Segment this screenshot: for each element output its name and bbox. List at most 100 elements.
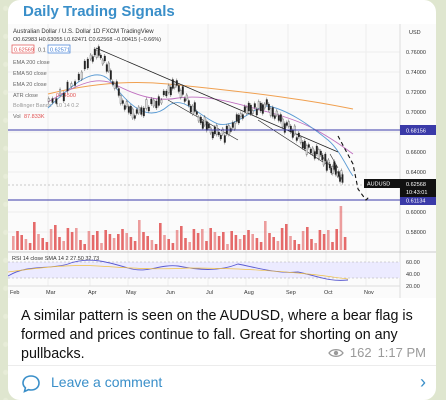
volume-bar: [142, 232, 145, 250]
candle: [169, 86, 172, 96]
candle: [162, 90, 165, 96]
candle: [119, 95, 122, 104]
volume-bar: [33, 222, 36, 250]
volume-bar: [58, 237, 61, 250]
chevron-right-icon[interactable]: ›: [420, 372, 426, 392]
candle: [199, 116, 202, 124]
volume-bar: [41, 238, 44, 250]
candle: [331, 166, 334, 174]
symbol-badge: AUDUSD: [367, 182, 390, 188]
candle: [291, 130, 294, 138]
volume-bar: [16, 231, 19, 250]
volume-bar: [117, 234, 120, 250]
volume-bar: [255, 238, 259, 250]
candle: [131, 108, 134, 119]
time-tick: Jun: [166, 290, 175, 296]
volume-bar: [322, 234, 326, 250]
candle: [189, 105, 192, 113]
volume-bar: [180, 226, 183, 250]
candle: [303, 140, 306, 150]
volume-bar: [163, 235, 166, 250]
time-badge: 10:43:01: [406, 190, 427, 196]
time-tick: Aug: [244, 290, 254, 296]
candle: [313, 151, 316, 159]
volume-bar: [83, 244, 86, 250]
leave-comment-label[interactable]: Leave a comment: [51, 374, 163, 390]
candle: [55, 98, 58, 104]
candle: [133, 115, 136, 119]
price-tick: 0.64000: [406, 170, 426, 176]
candle: [319, 150, 322, 156]
candle: [265, 99, 268, 105]
candle: [311, 147, 314, 155]
volume-bar: [133, 241, 137, 250]
price-tick: 0.76000: [406, 50, 426, 56]
candle: [167, 85, 170, 93]
candle: [263, 103, 266, 109]
candle: [175, 80, 178, 86]
volume-bar: [247, 230, 250, 250]
volume-bar: [154, 244, 158, 250]
candle: [271, 107, 274, 117]
volume-bar: [314, 243, 317, 250]
candle: [211, 131, 214, 139]
candle: [66, 81, 69, 92]
volume-bar: [205, 241, 208, 250]
candle: [289, 125, 292, 133]
candle: [205, 121, 208, 131]
volume-bar: [238, 239, 242, 250]
leave-comment-row[interactable]: Leave a comment ›: [8, 366, 436, 400]
candle: [137, 106, 140, 114]
volume-bar: [310, 239, 313, 250]
volume-bar: [306, 227, 309, 250]
volume-bar: [301, 231, 305, 250]
volume-bar: [343, 237, 347, 250]
level-upper-label: 0.68156: [406, 129, 426, 135]
candle: [157, 96, 160, 106]
candle: [253, 103, 256, 108]
candle: [135, 109, 138, 114]
volume-bar: [146, 236, 149, 250]
candle: [123, 105, 126, 110]
candle: [309, 148, 312, 154]
indicator-vol-value: 87.833K: [24, 114, 45, 120]
candle: [235, 114, 238, 122]
channel-name[interactable]: Daily Trading Signals: [23, 3, 175, 20]
chart-image[interactable]: Australian Dollar / U.S. Dollar 1D FXCM …: [7, 24, 436, 298]
candle: [241, 114, 244, 119]
volume-bar: [184, 238, 187, 250]
volume-bar: [209, 228, 212, 250]
candle: [334, 165, 337, 175]
candle: [70, 83, 73, 87]
volume-bar: [121, 229, 124, 250]
volume-bar: [226, 244, 229, 250]
volume-bar: [289, 236, 292, 250]
time-tick: Oct: [324, 290, 333, 296]
candle: [327, 159, 330, 164]
volume-bar: [20, 235, 23, 250]
candle: [97, 46, 100, 56]
candle: [324, 153, 327, 162]
volume-bar: [75, 228, 78, 250]
price-tick: 0.70000: [406, 110, 426, 116]
eye-icon: [328, 348, 344, 357]
volume-bar: [100, 243, 103, 250]
volume-bar: [293, 240, 296, 250]
candle: [305, 145, 308, 155]
volume-bar: [28, 243, 32, 250]
volume-bar: [327, 230, 330, 250]
price-tick: 0.72000: [406, 90, 426, 96]
candle: [187, 100, 190, 106]
view-count: 162: [349, 345, 372, 360]
time-tick: Sep: [286, 290, 296, 296]
candle: [101, 59, 104, 65]
candle: [245, 107, 248, 114]
volume-bar: [125, 233, 128, 250]
time-tick: Mar: [46, 290, 56, 296]
volume-bar: [259, 242, 263, 250]
message-meta: 162 1:17 PM: [328, 345, 426, 360]
candle: [283, 123, 286, 133]
volume-bar: [234, 235, 238, 250]
time-tick: May: [126, 290, 137, 296]
volume-bar: [24, 239, 28, 250]
